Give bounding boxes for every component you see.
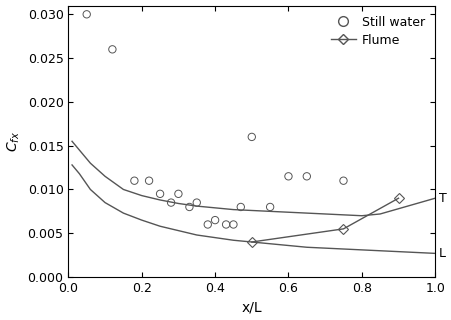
Text: L: L — [438, 247, 445, 260]
Point — [211, 218, 218, 223]
Point — [303, 174, 310, 179]
Point — [229, 222, 236, 227]
Point — [175, 191, 182, 196]
Point — [222, 222, 229, 227]
Point — [339, 178, 346, 183]
Point — [237, 204, 244, 210]
Legend: Still water, Flume: Still water, Flume — [327, 12, 428, 50]
Point — [204, 222, 211, 227]
Point — [185, 204, 193, 210]
Point — [266, 204, 273, 210]
X-axis label: x/L: x/L — [241, 300, 262, 315]
Point — [130, 178, 138, 183]
Point — [83, 12, 90, 17]
Point — [284, 174, 291, 179]
Text: T: T — [438, 192, 446, 205]
Point — [109, 47, 116, 52]
Point — [193, 200, 200, 205]
Y-axis label: $C_{fx}$: $C_{fx}$ — [5, 131, 22, 152]
Point — [167, 200, 174, 205]
Point — [248, 134, 255, 140]
Point — [156, 191, 163, 196]
Point — [145, 178, 152, 183]
